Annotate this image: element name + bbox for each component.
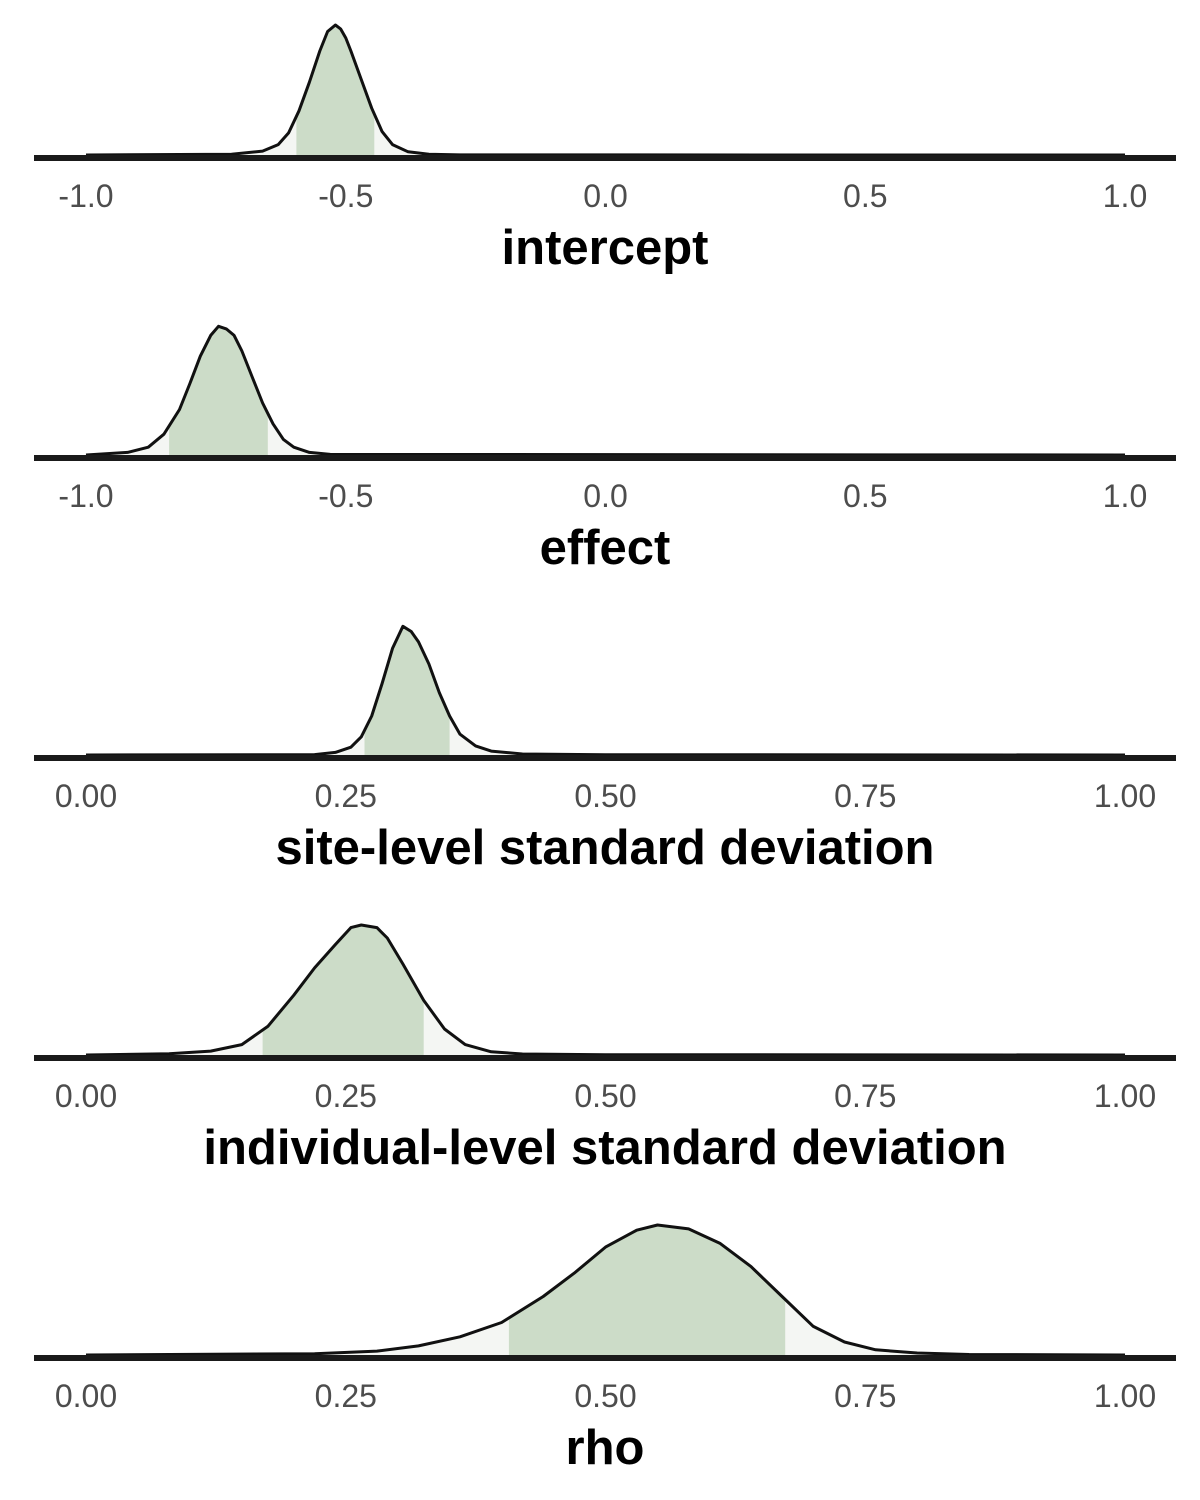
credible-interval-fill xyxy=(508,1225,786,1355)
tick-label: 0.75 xyxy=(834,1378,896,1414)
tick-label: 0.50 xyxy=(574,778,636,814)
tick-label: 1.00 xyxy=(1094,778,1156,814)
credible-interval-fill xyxy=(169,326,268,455)
tick-label: -0.5 xyxy=(318,478,373,514)
density-curve xyxy=(85,624,1126,757)
credible-interval-fill xyxy=(262,925,424,1055)
axis-title: effect xyxy=(540,521,671,575)
density-curve xyxy=(85,1223,1126,1357)
tick-label: 0.00 xyxy=(55,1378,117,1414)
tick-label: 0.50 xyxy=(574,1078,636,1114)
tick-label: 0.25 xyxy=(315,1078,377,1114)
density-curve xyxy=(85,23,1126,157)
density-curve xyxy=(85,324,1126,457)
credible-interval-fill xyxy=(296,25,375,155)
density-tail-fill xyxy=(86,626,1125,755)
tick-label: 0.25 xyxy=(315,778,377,814)
axis-title: individual-level standard deviation xyxy=(203,1121,1006,1175)
tick-label: -1.0 xyxy=(58,478,113,514)
tick-label: 1.0 xyxy=(1103,478,1147,514)
density-curve xyxy=(85,923,1126,1057)
axis-title: rho xyxy=(566,1421,645,1475)
panel-3: 0.00 0.25 0.50 0.75 1.00 site-level standard … xyxy=(34,624,1176,875)
credible-interval-fill xyxy=(364,626,450,755)
panel-2: -1.0 -0.5 0.0 0.5 1.0 effect xyxy=(34,324,1176,575)
axis-title: intercept xyxy=(502,221,709,275)
panel-1: -1.0 -0.5 0.0 0.5 1.0 intercept xyxy=(34,23,1176,275)
tick-label: 0.75 xyxy=(834,1078,896,1114)
panel-4: 0.00 0.25 0.50 0.75 1.00 individual-level sta… xyxy=(34,923,1176,1175)
tick-label: -0.5 xyxy=(318,178,373,214)
panel-5: 0.00 0.25 0.50 0.75 1.00 rho xyxy=(34,1223,1176,1475)
tick-label: 0.75 xyxy=(834,778,896,814)
tick-label: 0.0 xyxy=(583,478,627,514)
tick-label: 1.0 xyxy=(1103,178,1147,214)
axis-title: site-level standard deviation xyxy=(276,821,935,875)
density-tail-fill xyxy=(86,925,1125,1055)
tick-label: 0.5 xyxy=(843,478,887,514)
tick-label: 0.25 xyxy=(315,1378,377,1414)
tick-label: 1.00 xyxy=(1094,1378,1156,1414)
tick-label: 0.0 xyxy=(583,178,627,214)
tick-label: 0.50 xyxy=(574,1378,636,1414)
tick-label: 0.00 xyxy=(55,778,117,814)
density-tail-fill xyxy=(86,25,1125,155)
tick-label: 1.00 xyxy=(1094,1078,1156,1114)
tick-label: 0.5 xyxy=(843,178,887,214)
tick-label: 0.00 xyxy=(55,1078,117,1114)
tick-label: -1.0 xyxy=(58,178,113,214)
